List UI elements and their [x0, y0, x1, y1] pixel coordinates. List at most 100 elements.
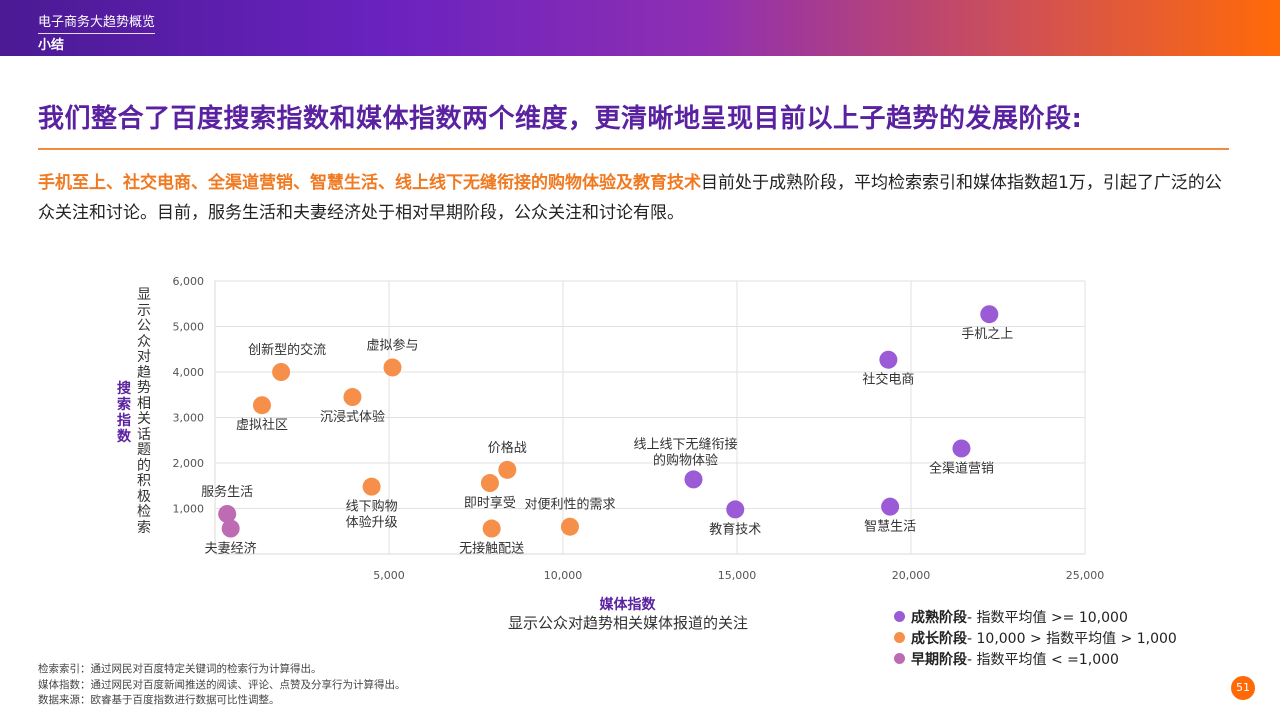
y-tick-label: 5,000 [173, 321, 205, 334]
data-label-line: 服务生活 [201, 484, 253, 500]
y-axis-subtitle-char: 检 [137, 504, 151, 520]
data-label: 对便利性的需求 [524, 497, 615, 513]
section-title: 电子商务大趋势概览 [38, 11, 156, 34]
legend-label-early: 早期阶段 [911, 651, 967, 668]
data-label-line: 夫妻经济 [205, 542, 257, 557]
y-axis-subtitle-char: 众 [137, 333, 151, 350]
footnote-data-source: 数据来源：欧睿基于百度指数进行数据可比性调整。 [38, 694, 280, 706]
footnote-media-index: 媒体指数：通过网民对百度新闻推送的阅读、评论、点赞及分享行为计算得出。 [38, 678, 406, 691]
y-axis-subtitle-char: 索 [137, 519, 151, 536]
data-label-line: 无接触配送 [459, 541, 524, 557]
y-axis-title-char: 数 [117, 429, 131, 445]
data-label: 线下购物体验升级 [346, 499, 398, 531]
data-label: 全渠道营销 [929, 460, 994, 476]
y-tick-label: 3,000 [173, 412, 205, 425]
headline-divider [38, 148, 1229, 150]
data-label: 服务生活 [201, 484, 253, 500]
data-point-early [218, 504, 237, 523]
data-label: 创新型的交流 [248, 342, 326, 358]
data-point-growth [560, 517, 579, 536]
y-axis-subtitle-char: 对 [137, 349, 151, 365]
data-point-growth [343, 388, 362, 407]
y-axis-title: 搜索指数 [115, 381, 133, 445]
y-axis-subtitle-char: 显 [137, 287, 151, 303]
legend-item-growth: 成长阶段 - 10,000 > 指数平均值 > 1,000 [894, 627, 1177, 648]
data-label: 线上线下无缝衔接的购物体验 [633, 436, 737, 468]
data-label-line: 线下购物 [346, 499, 398, 515]
data-point-growth [383, 358, 402, 377]
y-axis-title-char: 指 [117, 413, 131, 429]
y-axis-subtitle-char: 积 [137, 473, 151, 489]
legend-dot-mature [894, 611, 905, 622]
legend-desc-growth: - 10,000 > 指数平均值 > 1,000 [967, 630, 1177, 647]
legend-label-growth: 成长阶段 [911, 630, 967, 647]
data-label: 手机之上 [961, 327, 1013, 342]
data-label: 教育技术 [709, 521, 761, 537]
data-label-line: 对便利性的需求 [524, 497, 615, 513]
legend-dot-early [894, 653, 905, 664]
y-axis-subtitle-char: 的 [137, 457, 151, 474]
y-axis-subtitle-char: 趋 [137, 364, 151, 381]
y-axis-subtitle-char: 示 [137, 302, 151, 319]
summary-highlight: 手机至上、社交电商、全渠道营销、智慧生活、线上线下无缝衔接的购物体验及教育技术 [38, 173, 701, 193]
legend-desc-mature: - 指数平均值 >= 10,000 [967, 609, 1128, 626]
y-axis-subtitle-char: 关 [137, 411, 151, 427]
y-axis-subtitle-char: 极 [137, 488, 151, 505]
y-axis-subtitle-char: 相 [137, 395, 151, 412]
data-label-line: 教育技术 [709, 521, 761, 537]
data-label-line: 全渠道营销 [929, 460, 994, 476]
data-label: 即时享受 [464, 495, 516, 511]
x-tick-label: 10,000 [544, 569, 583, 582]
summary-text: 目前处于成熟阶段，平均检索索引和媒体指数超1万，引起了广泛的公众关注和讨论。目前… [38, 173, 1222, 223]
y-tick-label: 1,000 [173, 503, 205, 516]
x-tick-label: 15,000 [718, 569, 757, 582]
y-axis-subtitle-char: 话 [137, 426, 151, 443]
data-label-line: 线上线下无缝衔接 [633, 436, 737, 452]
data-label-line: 智慧生活 [864, 519, 916, 535]
data-point-growth [480, 474, 499, 493]
data-label-line: 的购物体验 [653, 452, 718, 468]
data-point-growth [252, 396, 271, 415]
data-label: 虚拟社区 [236, 417, 288, 433]
data-point-mature [684, 470, 703, 489]
data-point-growth [498, 460, 517, 479]
legend-dot-growth [894, 632, 905, 643]
data-label-line: 沉浸式体验 [320, 409, 385, 425]
data-point-mature [952, 439, 971, 458]
data-point-growth [362, 477, 381, 496]
y-axis-title-char: 搜 [117, 381, 131, 397]
data-label: 虚拟参与 [366, 337, 418, 353]
data-label-line: 价格战 [488, 440, 527, 456]
y-tick-label: 2,000 [173, 457, 205, 470]
data-point-growth [272, 363, 291, 381]
y-axis-subtitle-char: 题 [137, 442, 151, 458]
data-point-mature [726, 500, 745, 519]
data-label-line: 虚拟社区 [236, 417, 288, 433]
legend-label-mature: 成熟阶段 [911, 609, 967, 626]
data-label: 价格战 [488, 440, 527, 456]
data-label: 沉浸式体验 [320, 409, 385, 425]
x-tick-label: 5,000 [373, 569, 405, 582]
data-label-line: 手机之上 [961, 327, 1013, 342]
page-number: 51 [1231, 676, 1255, 700]
data-label-line: 创新型的交流 [248, 342, 326, 358]
legend-item-mature: 成熟阶段 - 指数平均值 >= 10,000 [894, 606, 1177, 627]
chart-legend: 成熟阶段 - 指数平均值 >= 10,000 成长阶段 - 10,000 > 指… [894, 606, 1177, 669]
data-label: 社交电商 [862, 372, 914, 388]
page-headline: 我们整合了百度搜索指数和媒体指数两个维度，更清晰地呈现目前以上子趋势的发展阶段: [38, 104, 1083, 134]
subsection-title: 小结 [38, 38, 65, 53]
summary-paragraph: 手机至上、社交电商、全渠道营销、智慧生活、线上线下无缝衔接的购物体验及教育技术目… [38, 168, 1238, 228]
data-point-growth [482, 519, 501, 538]
data-label-line: 虚拟参与 [366, 337, 418, 353]
data-label-line: 体验升级 [346, 515, 398, 531]
y-axis-title-char: 索 [117, 397, 131, 413]
footnotes: 检索索引：通过网民对百度特定关键词的检索行为计算得出。 媒体指数：通过网民对百度… [38, 662, 406, 709]
data-label: 无接触配送 [459, 541, 524, 557]
y-axis-subtitle-char: 势 [137, 380, 151, 396]
data-label-line: 即时享受 [464, 495, 516, 511]
data-point-mature [980, 305, 999, 324]
legend-item-early: 早期阶段 - 指数平均值 < =1,000 [894, 648, 1177, 669]
data-point-mature [881, 497, 900, 516]
legend-desc-early: - 指数平均值 < =1,000 [967, 651, 1119, 668]
